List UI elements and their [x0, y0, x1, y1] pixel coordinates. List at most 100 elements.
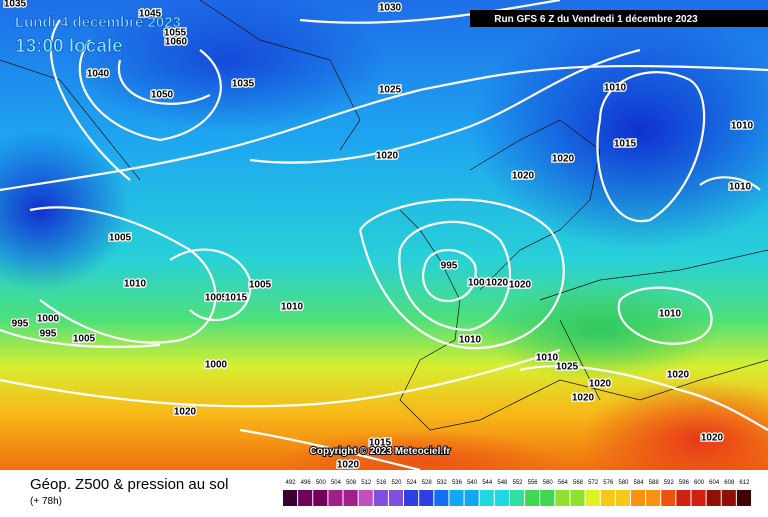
isobar-label: 1030 — [379, 3, 402, 14]
isobar-label: 1045 — [139, 9, 162, 20]
scale-label: 584 — [634, 480, 645, 486]
scale-swatch — [540, 490, 555, 506]
scale-label: 520 — [391, 480, 402, 486]
isobar-label: 1000 — [468, 278, 491, 289]
scale-label: 492 — [286, 480, 297, 486]
scale-swatch — [630, 490, 646, 506]
run-info: Run GFS 6 Z du Vendredi 1 décembre 2023 — [494, 14, 698, 25]
scale-swatch — [328, 490, 343, 506]
isobar-label: 995 — [40, 329, 57, 340]
isobar-label: 1010 — [659, 309, 682, 320]
scale-label: 504 — [331, 480, 342, 486]
scale-swatch — [449, 490, 464, 506]
scale-label: 540 — [467, 480, 478, 486]
scale-swatch — [434, 490, 449, 506]
isobar-label: 1035 — [232, 79, 255, 90]
scale-label: 564 — [558, 480, 569, 486]
isobar-label: 1020 — [701, 433, 724, 444]
isobar-label: 1050 — [151, 90, 174, 101]
isobar-label: 1005 — [73, 334, 96, 345]
scale-label: 580 — [618, 480, 629, 486]
scale-swatch — [283, 490, 298, 506]
color-scale: 492 496 500 504 508 512 516 520 524 528 532 536 540 5… — [283, 480, 751, 506]
scale-swatch — [494, 490, 509, 506]
scale-swatch — [570, 490, 585, 506]
scale-label: 496 — [301, 480, 312, 486]
isobar-label: 1010 — [729, 182, 752, 193]
isobar-label: 1020 — [512, 171, 535, 182]
scale-label: 560 — [543, 480, 554, 486]
scale-swatch — [509, 490, 525, 506]
scale-swatch — [706, 490, 721, 506]
isobar-label: 1035 — [4, 0, 27, 10]
scale-label: 528 — [422, 480, 433, 486]
isobar-label: 1020 — [337, 460, 360, 471]
isobar-label: 1025 — [379, 85, 402, 96]
scale-label: 536 — [452, 480, 463, 486]
isobar-label: 1010 — [459, 335, 482, 346]
scale-swatch — [615, 490, 630, 506]
scale-label: 552 — [512, 480, 523, 486]
scale-label: 556 — [528, 480, 539, 486]
scale-swatch — [691, 490, 706, 506]
isobar-label: 1020 — [486, 278, 509, 289]
scale-swatch — [464, 490, 479, 506]
scale-label: 588 — [649, 480, 660, 486]
scale-swatch — [343, 490, 358, 506]
scale-label: 512 — [361, 480, 372, 486]
scale-label: 612 — [739, 480, 750, 486]
isobar-label: 1010 — [281, 302, 304, 313]
scale-swatch — [646, 490, 661, 506]
scale-swatch — [555, 490, 570, 506]
scale-swatch — [721, 490, 736, 506]
isobar-label: 995 — [12, 319, 29, 330]
scale-label: 576 — [603, 480, 614, 486]
isobar-label: 1005 — [109, 233, 132, 244]
map-background — [0, 0, 768, 500]
isobar-label: 1010 — [731, 121, 754, 132]
isobar-label: 995 — [441, 261, 458, 272]
isobar-label: 1015 — [369, 438, 392, 449]
isobar-label: 1010 — [536, 353, 559, 364]
isobar-label: 1020 — [552, 154, 575, 165]
isobar-label: 1020 — [509, 280, 532, 291]
scale-swatch — [676, 490, 691, 506]
scale-label: 572 — [588, 480, 599, 486]
scale-swatch — [358, 490, 373, 506]
isobar-label: 1025 — [556, 362, 579, 373]
isobar-label: 1005 — [249, 280, 272, 291]
isobar-label: 1015 — [225, 293, 248, 304]
scale-swatch — [388, 490, 404, 506]
scale-swatch — [298, 490, 313, 506]
scale-label: 568 — [573, 480, 584, 486]
isobar-label: 1015 — [614, 139, 637, 150]
isobar-label: 1020 — [667, 370, 690, 381]
copyright: Copyright © 2023 Meteociel.fr — [310, 446, 451, 457]
scale-label: 596 — [679, 480, 690, 486]
isobar-label: 1005 — [205, 293, 228, 304]
forecast-date: Lundi 4 décembre 2023 — [15, 14, 181, 31]
scale-label: 508 — [346, 480, 357, 486]
scale-label: 516 — [376, 480, 387, 486]
scale-swatch — [479, 490, 494, 506]
scale-swatch — [736, 490, 751, 506]
isobar-label: 1020 — [174, 407, 197, 418]
scale-swatch — [600, 490, 615, 506]
scale-label: 592 — [664, 480, 675, 486]
scale-label: 500 — [316, 480, 327, 486]
scale-swatch — [585, 490, 600, 506]
isobar-label: 1020 — [376, 151, 399, 162]
scale-swatch — [525, 490, 540, 506]
scale-label: 600 — [694, 480, 705, 486]
isobar-label: 1060 — [165, 37, 188, 48]
legend-title: Géop. Z500 & pression au sol — [30, 476, 228, 493]
scale-label: 548 — [497, 480, 508, 486]
isobar-label: 1020 — [589, 379, 612, 390]
isobar-label: 1010 — [124, 279, 147, 290]
scale-label: 604 — [709, 480, 720, 486]
run-banner — [470, 10, 768, 27]
scale-swatch — [419, 490, 434, 506]
isobar-label: 1000 — [205, 360, 228, 371]
